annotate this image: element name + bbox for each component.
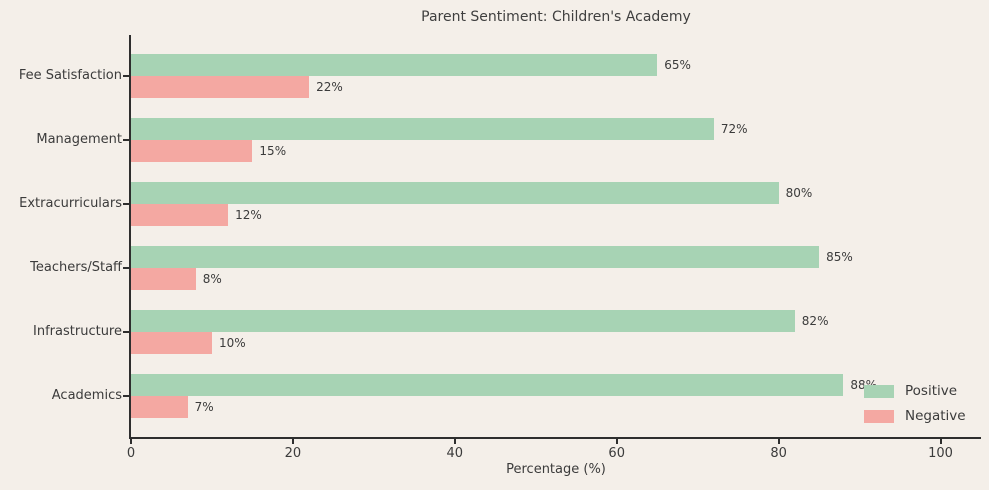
x-tick: [291, 439, 294, 444]
y-tick: [123, 202, 131, 205]
bar-positive: [131, 310, 795, 333]
x-tick: [777, 439, 780, 444]
category-label: Extracurriculars: [19, 195, 122, 211]
bar-negative: [131, 139, 253, 162]
y-tick: [123, 74, 131, 77]
x-tick-label: 0: [126, 446, 136, 461]
x-tick: [615, 439, 618, 444]
x-axis-title: Percentage (%): [506, 462, 606, 477]
category-label: Infrastructure: [33, 324, 122, 340]
y-tick: [123, 331, 131, 334]
y-tick: [123, 267, 131, 269]
legend: Positive Negative: [864, 383, 966, 424]
x-tick: [453, 439, 456, 444]
y-tick: [123, 395, 131, 398]
value-label-negative: 10%: [218, 336, 246, 351]
x-tick: [130, 439, 132, 444]
positive-swatch: [864, 384, 894, 398]
bar-positive: [131, 53, 658, 76]
value-label-negative: 8%: [202, 272, 222, 286]
category-label: Fee Satisfaction: [18, 67, 122, 83]
y-tick: [123, 138, 131, 141]
chart-title: Parent Sentiment: Children's Academy: [421, 9, 691, 25]
x-axis-line: [129, 437, 981, 439]
plot-area: Fee Satisfaction 65% 22% Management 72% 15% Ex…: [19, 35, 981, 461]
value-label-negative: 15%: [259, 143, 287, 158]
bar-positive: [131, 117, 714, 140]
value-label-positive: 85%: [826, 250, 853, 264]
bar-negative: [131, 203, 229, 226]
value-label-negative: 22%: [316, 79, 343, 94]
x-tick-label: 20: [284, 446, 302, 461]
value-label-positive: 65%: [664, 57, 691, 72]
x-tick: [939, 439, 942, 444]
bar-positive: [131, 374, 844, 397]
bar-negative: [131, 75, 310, 98]
x-tick-label: 60: [608, 446, 625, 461]
y-axis-line: [129, 35, 131, 439]
value-label-positive: 80%: [785, 185, 813, 200]
value-label-positive: 72%: [720, 121, 748, 136]
bar-positive: [131, 246, 820, 268]
bar-negative: [131, 396, 188, 419]
legend-label-positive: Positive: [905, 383, 958, 399]
bar-negative: [131, 268, 196, 290]
bar-negative: [131, 332, 212, 355]
category-label: Academics: [51, 388, 122, 404]
x-tick-label: 100: [928, 446, 953, 461]
negative-swatch: [864, 409, 894, 423]
value-label-positive: 82%: [801, 314, 829, 329]
legend-item-positive: Positive: [864, 383, 966, 399]
category-label: Teachers/Staff: [30, 260, 122, 275]
bar-positive: [131, 181, 779, 204]
value-label-negative: 12%: [235, 207, 262, 222]
value-label-negative: 7%: [194, 400, 214, 415]
x-tick-label: 40: [446, 446, 464, 461]
legend-item-negative: Negative: [864, 408, 966, 424]
legend-label-negative: Negative: [905, 408, 966, 424]
category-label: Management: [36, 131, 122, 147]
x-tick-label: 80: [770, 446, 787, 461]
